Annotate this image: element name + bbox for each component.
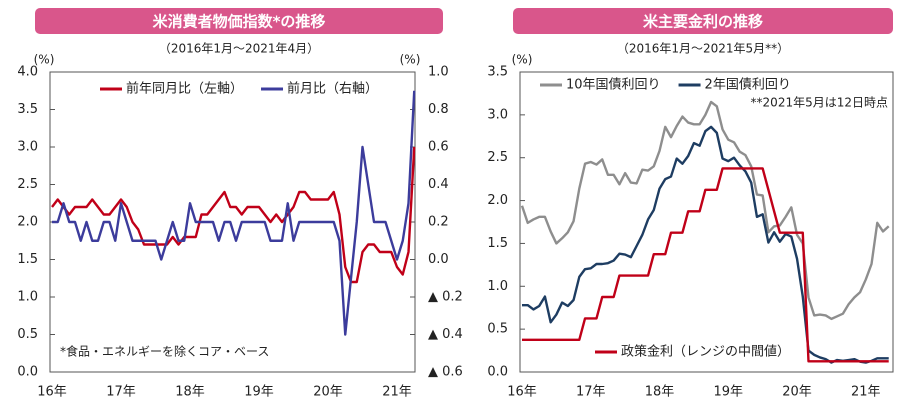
y-tick-label: 3.5 bbox=[17, 102, 38, 117]
title-banner bbox=[35, 8, 443, 34]
x-tick-label: 16年 bbox=[37, 385, 67, 400]
y-tick-label: 2.5 bbox=[17, 177, 38, 192]
x-tick-label: 19年 bbox=[714, 385, 744, 400]
y-unit: (%) bbox=[512, 53, 533, 67]
x-tick-label: 17年 bbox=[106, 385, 136, 400]
y-tick-label: 3.5 bbox=[487, 65, 508, 80]
y2-unit: (%) bbox=[400, 53, 421, 67]
annotation: *食品・エネルギーを除くコア・ベース bbox=[60, 344, 269, 359]
y-tick-label: 0.0 bbox=[17, 365, 38, 380]
y2-tick-label: ▲ 0.4 bbox=[428, 327, 463, 342]
chart-title: 米主要金利の推移 bbox=[643, 13, 763, 31]
chart-title: 米消費者物価指数*の推移 bbox=[153, 13, 326, 31]
legend-label: 前年同月比（左軸） bbox=[126, 81, 243, 97]
y-tick-label: 3.0 bbox=[487, 107, 508, 122]
y-tick-label: 0.5 bbox=[17, 327, 38, 342]
x-tick-label: 18年 bbox=[645, 385, 675, 400]
y-tick-label: 0.5 bbox=[487, 322, 508, 337]
series-line bbox=[51, 146, 416, 284]
x-tick-label: 16年 bbox=[507, 385, 537, 400]
x-tick-label: 21年 bbox=[382, 385, 412, 400]
y-unit: (%) bbox=[34, 53, 55, 67]
y-tick-label: 1.5 bbox=[487, 236, 508, 251]
y2-tick-label: ▲ 0.6 bbox=[428, 365, 463, 380]
y-tick-label: 1.0 bbox=[487, 279, 508, 294]
series-line bbox=[52, 90, 416, 336]
y-tick-label: 4.0 bbox=[17, 65, 38, 80]
title-banner bbox=[513, 8, 893, 34]
x-tick-label: 20年 bbox=[782, 385, 812, 400]
x-tick-label: 18年 bbox=[175, 385, 205, 400]
y-tick-label: 2.0 bbox=[17, 215, 38, 230]
x-tick-label: 20年 bbox=[313, 385, 343, 400]
chart-subtitle: （2016年1月～2021年5月**） bbox=[617, 42, 789, 56]
chart-subtitle: （2016年1月～2021年4月） bbox=[159, 42, 319, 56]
y2-tick-label: 0.6 bbox=[428, 140, 449, 155]
y-tick-label: 0.0 bbox=[487, 365, 508, 380]
legend-label: 政策金利（レンジの中間値） bbox=[621, 344, 790, 360]
legend-label: 10年国債利回り bbox=[566, 78, 661, 93]
y-tick-label: 3.0 bbox=[17, 140, 38, 155]
y2-tick-label: 0.2 bbox=[428, 215, 449, 230]
x-tick-label: 19年 bbox=[244, 385, 274, 400]
y2-tick-label: 1.0 bbox=[428, 65, 449, 80]
series-line bbox=[522, 125, 889, 364]
y-tick-label: 2.0 bbox=[487, 193, 508, 208]
y-tick-label: 1.5 bbox=[17, 252, 38, 267]
x-tick-label: 21年 bbox=[851, 385, 881, 400]
y2-tick-label: 0.0 bbox=[428, 252, 449, 267]
legend-label: 前月比（右軸） bbox=[287, 81, 378, 97]
x-tick-label: 17年 bbox=[576, 385, 606, 400]
legend-label: 2年国債利回り bbox=[705, 78, 791, 93]
y-tick-label: 2.5 bbox=[487, 150, 508, 165]
annotation: **2021年5月は12日時点 bbox=[751, 96, 888, 110]
y-tick-label: 1.0 bbox=[17, 290, 38, 305]
plot-frame bbox=[519, 71, 894, 373]
series-line bbox=[522, 167, 889, 363]
y2-tick-label: 0.8 bbox=[428, 102, 449, 117]
y2-tick-label: 0.4 bbox=[428, 177, 449, 192]
series-line bbox=[520, 100, 890, 321]
y2-tick-label: ▲ 0.2 bbox=[428, 290, 463, 305]
